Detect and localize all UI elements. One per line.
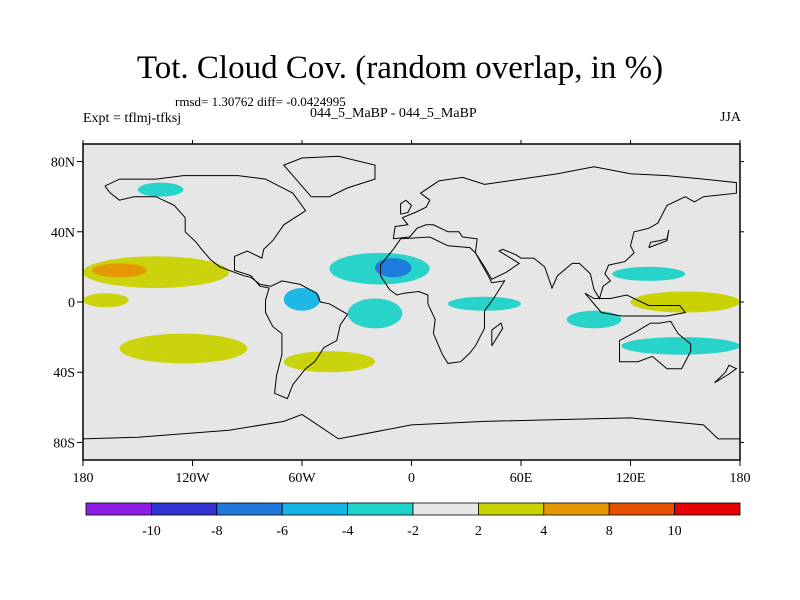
season-label: JJA (719, 110, 741, 125)
anomaly-region (621, 337, 740, 355)
coastline (619, 320, 692, 370)
y-tick-label: 0 (68, 296, 75, 311)
y-tick-label: 40S (53, 366, 75, 381)
colorbar-swatch (85, 502, 152, 516)
anomaly-region (347, 298, 403, 329)
colorbar-swatch (347, 502, 414, 516)
anomaly-region (612, 266, 686, 281)
colorbar-label: -6 (276, 524, 288, 539)
y-tick-label: 40N (51, 226, 75, 241)
runs-label: 044_5_MaBP - 044_5_MaBP (310, 106, 477, 121)
coastline (584, 292, 687, 317)
colorbar-swatch (674, 502, 741, 516)
coastline (380, 236, 506, 364)
stats-text: rmsd= 1.30762 diff= -0.0424995 (175, 94, 346, 109)
colorbar-label: 8 (606, 524, 613, 539)
colorbar-swatch (477, 502, 545, 516)
colorbar-swatch (412, 502, 479, 516)
x-tick-label: 180 (730, 471, 751, 486)
anomaly-region (448, 296, 521, 311)
colorbar-label: -10 (142, 524, 161, 539)
y-tick-label: 80S (53, 436, 75, 451)
colorbar-label: -2 (407, 524, 419, 539)
coastline (282, 155, 376, 198)
x-tick-label: 0 (408, 471, 415, 486)
coastline (648, 229, 670, 249)
anomaly-region (375, 258, 412, 278)
anomaly-region (566, 310, 622, 329)
anomaly-region (283, 287, 321, 311)
coastline (714, 364, 738, 384)
x-tick-label: 120W (175, 471, 210, 486)
coastline (400, 199, 413, 215)
anomaly-region (137, 182, 184, 197)
x-tick-label: 120E (616, 471, 646, 486)
coastline (82, 413, 740, 440)
experiment-label: Expt = tflmj-tfksj (83, 111, 182, 126)
x-tick-label: 180 (73, 471, 94, 486)
colorbar-swatch (543, 502, 610, 516)
coastlines (82, 155, 740, 440)
axis-ticks: 180 120W 60W 0 60E 120E 180 80N 40N 0 40S 80S (51, 140, 751, 486)
anomaly-region (630, 291, 740, 313)
coastline (392, 166, 737, 300)
anomaly-region (283, 351, 375, 373)
anomaly-region (119, 333, 248, 364)
anomaly-region (83, 293, 129, 308)
x-tick-label: 60E (510, 471, 533, 486)
coastline (104, 175, 349, 400)
colorbar: -10 -8 -6 -4 -2 2 4 8 10 (85, 502, 741, 539)
x-tick-label: 60W (288, 471, 316, 486)
chart-title: Tot. Cloud Cov. (random overlap, in %) (136, 50, 664, 86)
colorbar-label: 4 (540, 524, 547, 539)
colorbar-label: 2 (475, 524, 482, 539)
y-tick-label: 80N (51, 156, 75, 171)
colorbar-swatch (150, 502, 218, 516)
anomaly-regions (83, 182, 740, 373)
colorbar-swatch (216, 502, 283, 516)
colorbar-label: -8 (211, 524, 223, 539)
anomaly-region (92, 263, 147, 278)
colorbar-label: -4 (342, 524, 354, 539)
coastline (491, 322, 504, 347)
colorbar-swatch (608, 502, 676, 516)
colorbar-label: 10 (668, 524, 682, 539)
colorbar-swatch (281, 502, 349, 516)
